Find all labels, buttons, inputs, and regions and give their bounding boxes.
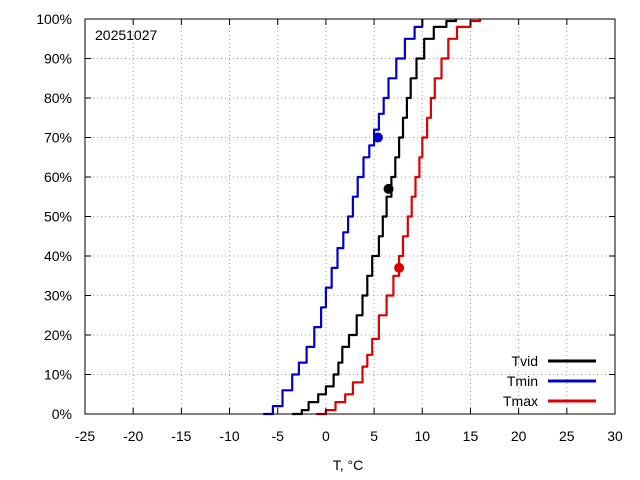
y-tick-label: 20% [44, 327, 72, 343]
y-tick-label: 40% [44, 248, 72, 264]
x-tick-label: 0 [322, 428, 330, 444]
curves [263, 19, 482, 416]
x-tick-label: -5 [272, 428, 285, 444]
y-tick-label: 0% [52, 406, 72, 422]
y-tick-label: 90% [44, 51, 72, 67]
x-tick-label: 15 [463, 428, 479, 444]
x-tick-label: 5 [370, 428, 378, 444]
legend-label-tvid: Tvid [512, 353, 538, 369]
x-axis-label: T, °C [333, 457, 364, 473]
series-marker-tmin [372, 132, 383, 143]
y-tick-label: 100% [36, 11, 72, 27]
y-tick-label: 50% [44, 209, 72, 225]
y-tick-label: 70% [44, 130, 72, 146]
series-line-tvid [292, 19, 458, 416]
y-tick-label: 80% [44, 90, 72, 106]
series-marker-tvid [383, 183, 394, 194]
axis-ticks: -25 -20 -15 -10 -5 0 5 10 15 20 25 30 0% 10% 20% 30% 40%… [36, 11, 623, 444]
y-tick-label: 60% [44, 169, 72, 185]
legend: Tvid Tmin Tmax [503, 353, 596, 409]
x-tick-label: 20 [511, 428, 527, 444]
y-tick-label: 10% [44, 367, 72, 383]
x-tick-label: 25 [559, 428, 575, 444]
legend-label-tmin: Tmin [507, 373, 538, 389]
y-tick-label: 30% [44, 288, 72, 304]
x-tick-label: -15 [171, 428, 191, 444]
x-tick-label: 30 [607, 428, 623, 444]
x-tick-label: -25 [75, 428, 95, 444]
x-tick-label: 10 [414, 428, 430, 444]
x-tick-label: -20 [123, 428, 143, 444]
series-line-tmax [316, 19, 482, 416]
series-marker-tmax [394, 262, 405, 273]
chart-annotation: 20251027 [95, 27, 158, 43]
x-tick-label: -10 [219, 428, 239, 444]
series-line-tmin [263, 19, 424, 416]
legend-label-tmax: Tmax [503, 393, 538, 409]
markers [372, 132, 405, 273]
